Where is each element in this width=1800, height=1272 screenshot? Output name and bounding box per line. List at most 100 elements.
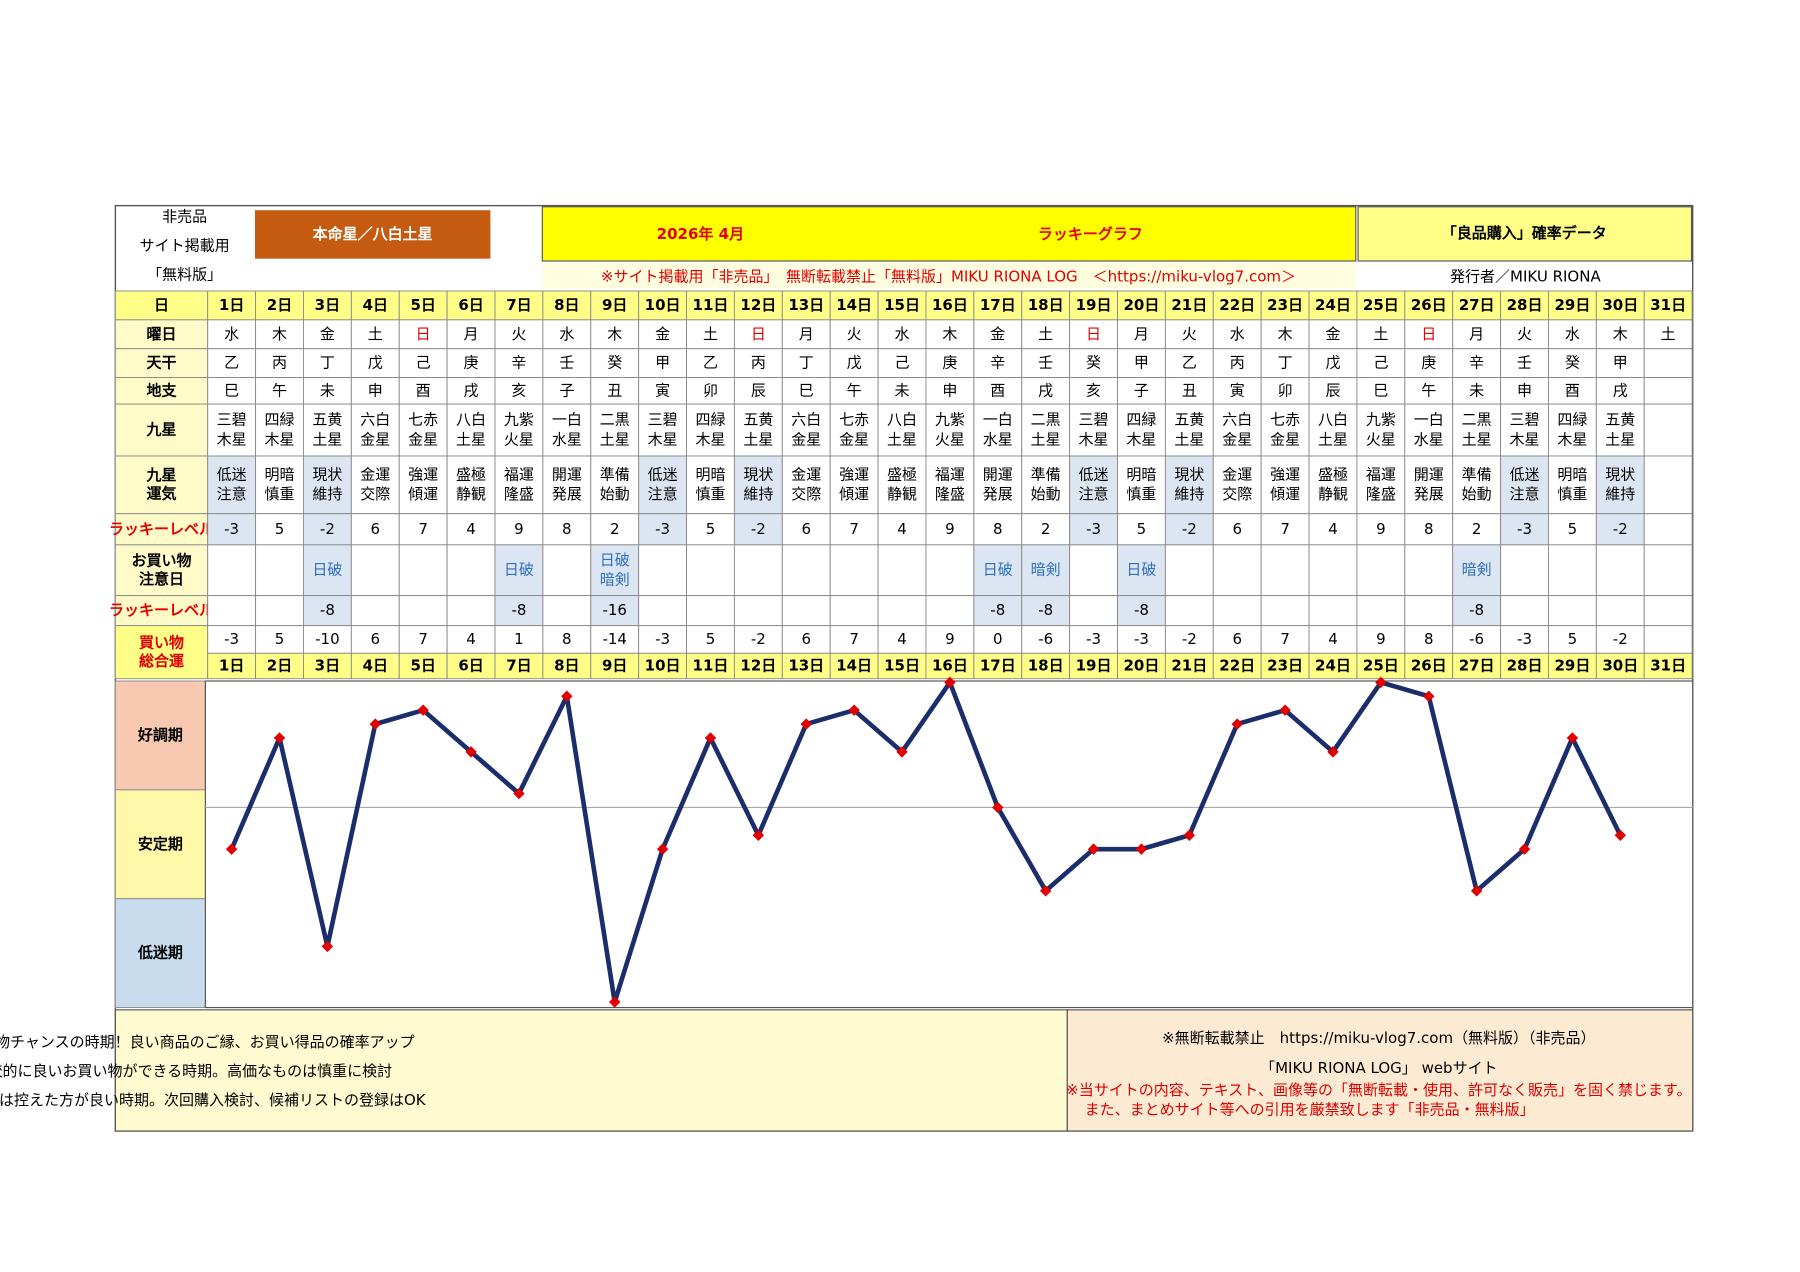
row-label: ラッキーレベル — [109, 520, 214, 538]
day-cell: 17日 — [980, 296, 1016, 314]
fortune-cell: 注意 — [648, 485, 678, 503]
cell — [1643, 544, 1693, 597]
star-cell: 七赤 — [839, 411, 869, 429]
penalty-cell: -8 — [320, 601, 335, 619]
cell — [638, 652, 687, 680]
cell — [1117, 652, 1166, 680]
lucky-cell: -3 — [224, 520, 239, 538]
row-label: 運気 — [147, 485, 177, 503]
star-cell: 四緑 — [1126, 411, 1156, 429]
cell — [303, 513, 352, 546]
fortune-cell: 交際 — [791, 485, 821, 503]
star-cell: 水星 — [983, 430, 1013, 448]
star-cell: 金星 — [408, 430, 438, 448]
cell — [542, 652, 592, 680]
weekday-cell: 水 — [1230, 325, 1245, 343]
cell — [303, 455, 352, 515]
marker — [609, 996, 621, 1008]
cell — [1500, 377, 1549, 405]
fortune-cell: 金運 — [791, 466, 821, 484]
cell — [1117, 455, 1166, 515]
branch-cell: 未 — [320, 381, 335, 399]
day-cell: 28日 — [1507, 657, 1543, 675]
star-cell: 五黄 — [1174, 411, 1204, 429]
cell — [494, 544, 544, 597]
cell — [973, 319, 1023, 350]
day-cell: 3日 — [315, 296, 340, 314]
total-cell: 9 — [1376, 630, 1386, 648]
fortune-cell: 慎重 — [695, 485, 725, 503]
info: ※無断転載禁止 https://miku-vlog7.com（無料版）（非売品） — [1162, 1029, 1595, 1047]
day-cell: 9日 — [602, 296, 627, 314]
fortune-cell: 明暗 — [265, 466, 295, 484]
branch-cell: 卯 — [703, 381, 718, 399]
star-cell: 三碧 — [648, 411, 678, 429]
fortune-cell: 始動 — [600, 485, 630, 503]
star-cell: 木星 — [648, 430, 678, 448]
star-cell: 二黒 — [1031, 411, 1061, 429]
cell — [973, 625, 1023, 654]
stem-cell: 壬 — [1038, 354, 1053, 372]
cell — [1404, 377, 1454, 405]
cell — [1164, 544, 1214, 597]
fortune-cell: 強運 — [408, 466, 438, 484]
cell — [590, 319, 640, 350]
cell — [494, 319, 544, 350]
cell — [303, 625, 352, 654]
fortune-cell: 低迷 — [1079, 466, 1109, 484]
cell — [1212, 544, 1262, 597]
total-cell: 4 — [1328, 630, 1338, 648]
honmei-box — [255, 210, 491, 259]
branch-cell: 酉 — [416, 381, 431, 399]
stem-cell: 辛 — [511, 354, 526, 372]
legend-line: 安定期／比較的に良いお買い物ができる時期。高価なものは慎重に検討 — [0, 1061, 392, 1079]
penalty-cell: -8 — [1038, 601, 1053, 619]
cell — [1404, 290, 1454, 321]
cell — [1643, 625, 1693, 654]
cell — [1452, 595, 1502, 627]
day-cell: 29日 — [1554, 296, 1590, 314]
fortune-cell: 盛極 — [456, 466, 486, 484]
cell — [1212, 455, 1262, 515]
caution-cell: 日破 — [600, 551, 630, 569]
branch-cell: 巳 — [799, 381, 814, 399]
total-cell: -2 — [1182, 630, 1197, 648]
cell — [829, 377, 879, 405]
cell — [1404, 652, 1454, 680]
cell — [1595, 544, 1645, 597]
lucky-cell: 9 — [1376, 520, 1386, 538]
star-cell: 六白 — [791, 411, 821, 429]
cell — [1308, 403, 1358, 457]
branch-cell: 子 — [1134, 381, 1149, 399]
fortune-cell: 発展 — [983, 485, 1013, 503]
row-label: 地支 — [147, 381, 178, 399]
cell — [781, 403, 831, 457]
cell — [829, 544, 879, 597]
cell — [1117, 403, 1166, 457]
lucky-cell: -2 — [1613, 520, 1628, 538]
weekday-cell: 木 — [942, 325, 957, 343]
cell — [542, 513, 592, 546]
cell — [733, 319, 783, 350]
day-cell: 26日 — [1411, 657, 1447, 675]
cell — [303, 319, 352, 350]
fortune-cell: 金運 — [360, 466, 390, 484]
cell — [1117, 625, 1166, 654]
marker — [1614, 829, 1626, 841]
star-cell: 六白 — [360, 411, 390, 429]
weekday-cell: 日 — [1086, 325, 1101, 343]
cell — [1356, 625, 1406, 654]
fortune-cell: 維持 — [743, 485, 773, 503]
right-title: 「良品購入」確率データ — [1442, 224, 1607, 242]
star-cell: 四緑 — [265, 411, 295, 429]
day-cell: 21日 — [1171, 657, 1207, 675]
fortune-cell: 維持 — [1174, 485, 1204, 503]
lucky-cell: 5 — [1137, 520, 1147, 538]
marker — [1183, 829, 1196, 841]
fortune-cell: 始動 — [1462, 485, 1492, 503]
branch-cell: 酉 — [1565, 381, 1580, 399]
star-cell: 八白 — [456, 411, 486, 429]
cell — [446, 455, 496, 515]
caution-cell: 日破 — [312, 561, 342, 579]
weekday-cell: 金 — [1325, 325, 1340, 343]
